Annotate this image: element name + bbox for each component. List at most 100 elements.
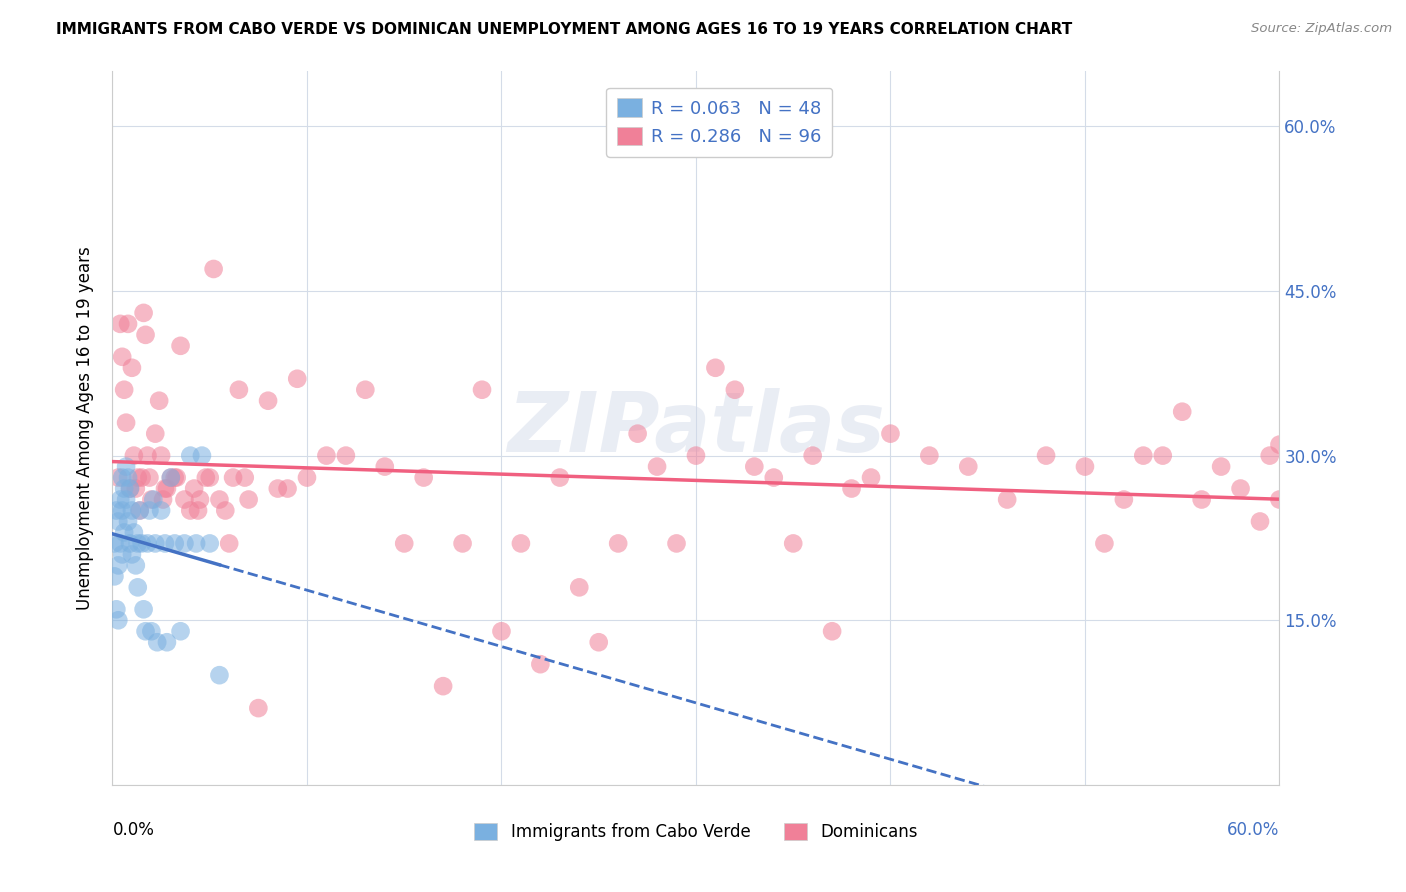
Dominicans [1035,449,1057,463]
Immigrants from Cabo Verde [121,503,143,517]
Immigrants from Cabo Verde [142,492,165,507]
Dominicans [801,449,824,463]
Dominicans [122,449,145,463]
Dominicans [412,470,434,484]
Immigrants from Cabo Verde [179,449,201,463]
Dominicans [110,317,132,331]
Dominicans [354,383,377,397]
Immigrants from Cabo Verde [115,492,138,507]
Dominicans [1258,449,1281,463]
Immigrants from Cabo Verde [163,536,186,550]
Immigrants from Cabo Verde [107,515,129,529]
Immigrants from Cabo Verde [110,536,132,550]
Dominicans [202,262,225,277]
Dominicans [509,536,531,550]
Dominicans [141,492,163,507]
Legend: Immigrants from Cabo Verde, Dominicans: Immigrants from Cabo Verde, Dominicans [467,816,925,848]
Dominicans [194,470,217,484]
Immigrants from Cabo Verde [160,470,183,484]
Dominicans [782,536,804,550]
Dominicans [315,449,337,463]
Dominicans [432,679,454,693]
Dominicans [1191,492,1213,507]
Dominicans [918,449,941,463]
Dominicans [152,492,174,507]
Immigrants from Cabo Verde [143,536,166,550]
Text: 0.0%: 0.0% [112,821,155,838]
Immigrants from Cabo Verde [184,536,207,550]
Dominicans [724,383,747,397]
Immigrants from Cabo Verde [118,536,141,550]
Immigrants from Cabo Verde [146,635,169,649]
Immigrants from Cabo Verde [111,470,134,484]
Dominicans [111,350,134,364]
Immigrants from Cabo Verde [208,668,231,682]
Dominicans [148,393,170,408]
Dominicans [1152,449,1174,463]
Dominicans [247,701,270,715]
Dominicans [267,482,290,496]
Dominicans [214,503,236,517]
Immigrants from Cabo Verde [117,470,139,484]
Immigrants from Cabo Verde [169,624,191,639]
Dominicans [1171,405,1194,419]
Immigrants from Cabo Verde [127,580,149,594]
Dominicans [685,449,707,463]
Dominicans [121,360,143,375]
Dominicans [1268,492,1291,507]
Dominicans [208,492,231,507]
Dominicans [451,536,474,550]
Immigrants from Cabo Verde [150,503,173,517]
Immigrants from Cabo Verde [156,635,179,649]
Dominicans [841,482,863,496]
Dominicans [568,580,591,594]
Dominicans [143,426,166,441]
Immigrants from Cabo Verde [141,624,163,639]
Immigrants from Cabo Verde [110,492,132,507]
Dominicans [1094,536,1116,550]
Immigrants from Cabo Verde [131,536,153,550]
Dominicans [128,503,150,517]
Dominicans [115,416,138,430]
Dominicans [238,492,260,507]
Immigrants from Cabo Verde [105,503,128,517]
Dominicans [821,624,844,639]
Dominicans [112,383,135,397]
Dominicans [1249,515,1271,529]
Immigrants from Cabo Verde [198,536,221,550]
Immigrants from Cabo Verde [103,569,125,583]
Immigrants from Cabo Verde [125,558,148,573]
Dominicans [160,470,183,484]
Dominicans [276,482,298,496]
Text: IMMIGRANTS FROM CABO VERDE VS DOMINICAN UNEMPLOYMENT AMONG AGES 16 TO 19 YEARS C: IMMIGRANTS FROM CABO VERDE VS DOMINICAN … [56,22,1073,37]
Dominicans [588,635,610,649]
Dominicans [153,482,176,496]
Dominicans [1268,437,1291,451]
Dominicans [132,306,155,320]
Dominicans [295,470,318,484]
Dominicans [218,536,240,550]
Dominicans [285,372,308,386]
Dominicans [879,426,901,441]
Dominicans [471,383,494,397]
Dominicans [548,470,571,484]
Immigrants from Cabo Verde [117,515,139,529]
Immigrants from Cabo Verde [111,503,134,517]
Dominicans [136,449,159,463]
Dominicans [394,536,416,550]
Dominicans [183,482,205,496]
Dominicans [107,470,129,484]
Dominicans [228,383,250,397]
Text: 60.0%: 60.0% [1227,821,1279,838]
Dominicans [150,449,173,463]
Dominicans [166,470,188,484]
Dominicans [163,470,186,484]
Immigrants from Cabo Verde [128,503,150,517]
Immigrants from Cabo Verde [112,525,135,540]
Dominicans [138,470,160,484]
Dominicans [117,317,139,331]
Immigrants from Cabo Verde [127,536,149,550]
Dominicans [665,536,688,550]
Dominicans [156,482,179,496]
Dominicans [187,503,209,517]
